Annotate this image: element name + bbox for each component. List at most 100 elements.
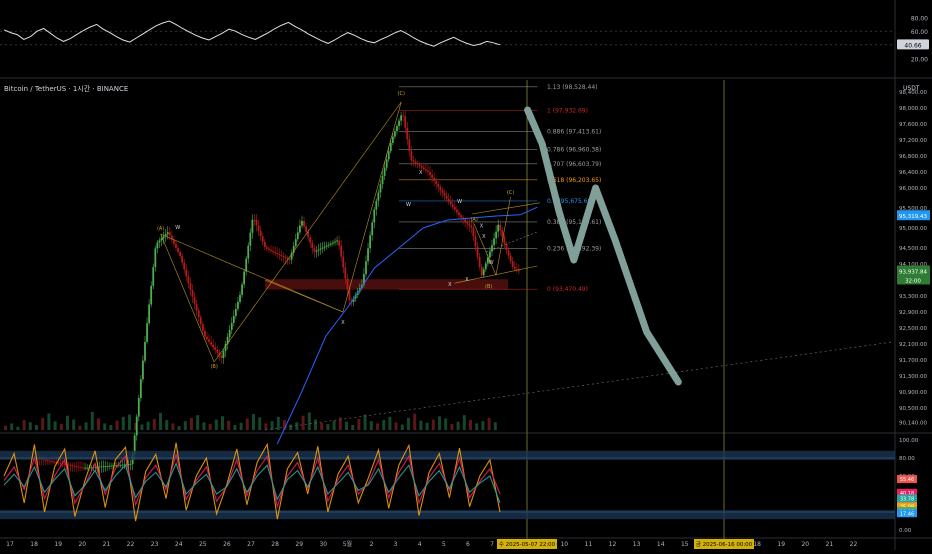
candle-body (137, 398, 140, 417)
time-tick-label: 19 (777, 541, 785, 548)
volume-bar (407, 417, 410, 430)
volume-bar (369, 421, 373, 430)
time-tick-label: 19 (54, 541, 62, 548)
candle-body (160, 238, 163, 241)
candle-body (247, 245, 250, 259)
volume-bar (146, 421, 150, 430)
rsi-line (3, 20, 501, 47)
candle-body (373, 209, 376, 223)
candle-body (259, 230, 262, 237)
volume-bar (345, 421, 348, 430)
candle-body (387, 151, 390, 160)
time-tick-label: 20 (801, 541, 809, 548)
time-tick-label: 4 (418, 541, 422, 548)
candle-body (422, 167, 425, 170)
volume-bar (202, 422, 206, 430)
price-tick-label: 91,700.00 (899, 358, 927, 364)
volume-bar (363, 414, 367, 430)
osc-tick-label: 80.00 (899, 456, 915, 462)
candle-body (59, 462, 62, 464)
candle-body (517, 270, 520, 272)
candle-body (243, 271, 246, 285)
price-tick-label: 98,400.00 (899, 90, 927, 96)
price-tick-label: 96,800.00 (899, 154, 927, 160)
wave-label: X (341, 320, 345, 326)
fib-level-label: 1.13 (98,528.44) (547, 84, 597, 91)
candle-body (214, 347, 217, 350)
time-tick-label: 30 (319, 541, 327, 548)
support-zone (265, 279, 509, 290)
volume-bar (78, 425, 82, 430)
wave-line (342, 101, 402, 313)
candle-body (263, 241, 266, 248)
candle-body (84, 467, 86, 469)
fib-level-label: 0.5 (95,675.68) (547, 198, 594, 205)
candle-body (270, 249, 272, 251)
volume-bar (159, 412, 162, 430)
volume-bar (351, 425, 355, 430)
volume-bar (103, 423, 107, 430)
candle-body (42, 459, 45, 461)
candle-body (90, 467, 93, 469)
candle-body (402, 115, 405, 117)
fib-level-label: 0.707 (96,603.79) (547, 161, 601, 168)
candle-body (332, 242, 334, 244)
candle-body (187, 276, 190, 284)
time-badge (497, 539, 557, 549)
candle-body (284, 257, 287, 259)
candle-body (175, 243, 177, 248)
volume-bar (388, 416, 392, 430)
moving-average-line (276, 214, 521, 445)
candle-body (379, 184, 382, 193)
wave-label: X (448, 282, 452, 288)
candle-body (369, 235, 372, 249)
price-tick-label: 90,140.00 (899, 420, 927, 426)
candle-body (185, 269, 188, 277)
candle-body (181, 256, 184, 263)
candle-body (480, 267, 483, 276)
volume-bar (109, 425, 113, 430)
candle-body (410, 151, 413, 161)
volume-bar (332, 420, 336, 430)
candle-body (468, 223, 471, 226)
candle-body (511, 261, 514, 267)
candle-body (303, 220, 305, 227)
volume-bar (28, 422, 32, 430)
candle-body (381, 175, 384, 185)
candle-body (232, 315, 235, 323)
candle-body (57, 462, 60, 464)
forecast-path (524, 106, 682, 386)
candle-body (385, 159, 388, 168)
candle-body (286, 258, 289, 260)
volume-bar (450, 423, 454, 430)
oversold-band (0, 510, 895, 520)
candle-body (449, 201, 452, 205)
osc-value-badge (897, 494, 917, 503)
volume-bar (221, 416, 224, 430)
volume-bar (376, 423, 379, 430)
candle-body (367, 248, 369, 262)
candle-body (505, 243, 508, 250)
candle-body (441, 189, 444, 193)
price-badge (897, 274, 930, 285)
time-tick-label: 28 (271, 541, 279, 548)
candle-body (325, 245, 328, 247)
candle-body (274, 251, 277, 253)
osc-value-badge (897, 509, 917, 518)
candle-body (156, 242, 159, 249)
volume-bar (134, 422, 138, 430)
candle-body (363, 274, 365, 285)
candle-body (249, 232, 252, 246)
wave-label: X (419, 170, 423, 176)
price-tick-label: 94,100.00 (899, 262, 927, 268)
currency-label: USDT (903, 85, 920, 92)
time-tick-label: 25 (199, 541, 207, 548)
candle-body (173, 239, 175, 244)
candle-body (288, 259, 291, 260)
volume-bar (438, 416, 441, 430)
candle-body (478, 256, 481, 267)
volume-bar (208, 423, 212, 430)
time-badge-label: 금 2025-06-16 00:00 (696, 541, 753, 548)
